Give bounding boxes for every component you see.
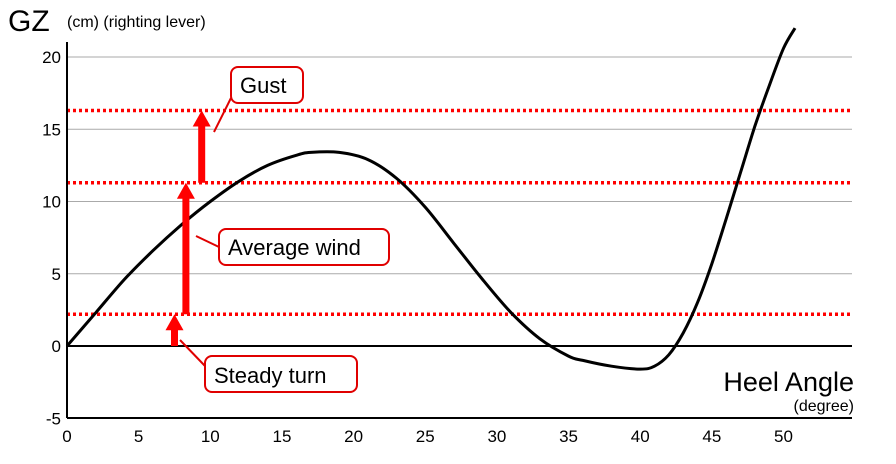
y-tick-label: 15 (42, 120, 61, 139)
annotation-average-wind: Average wind (195, 228, 390, 266)
callout-leader (213, 97, 232, 133)
x-axis-subtitle: (degree) (794, 398, 854, 415)
x-axis-title: Heel Angle (723, 367, 854, 397)
y-tick-label: -5 (46, 409, 61, 428)
y-axis-subtitle: (cm) (righting lever) (67, 14, 206, 31)
annotation-steady-turn: Steady turn (179, 339, 358, 393)
force-arrow (176, 182, 195, 315)
x-tick-label: 45 (702, 427, 721, 446)
callout-box (218, 228, 390, 266)
x-tick-label: 15 (272, 427, 291, 446)
x-tick-label: 20 (344, 427, 363, 446)
force-arrows (165, 110, 211, 346)
callout-box (230, 66, 304, 104)
y-tick-label: 20 (42, 48, 61, 67)
y-axis-title: GZ (8, 5, 50, 38)
callout-box (204, 355, 358, 393)
y-tick-label: 5 (52, 265, 61, 284)
force-arrow (192, 110, 211, 183)
callout-leader (179, 339, 206, 367)
y-tick-label: 10 (42, 193, 61, 212)
x-tick-label: 0 (62, 427, 71, 446)
x-tick-label: 5 (134, 427, 143, 446)
x-tick-label: 30 (487, 427, 506, 446)
annotation-label: Gust (240, 73, 286, 98)
force-arrow (165, 314, 184, 346)
y-tick-label: 0 (52, 337, 61, 356)
annotation-label: Average wind (228, 235, 361, 260)
x-tick-label: 50 (774, 427, 793, 446)
annotation-label: Steady turn (214, 363, 327, 388)
x-tick-label: 35 (559, 427, 578, 446)
annotation-gust: Gust (213, 66, 304, 133)
x-tick-label: 10 (201, 427, 220, 446)
axes (66, 42, 852, 419)
x-tick-label: 25 (416, 427, 435, 446)
gz-curve (65, 27, 797, 371)
callout-leader (195, 235, 220, 248)
reference-lines (67, 108, 852, 316)
x-tick-label: 40 (631, 427, 650, 446)
